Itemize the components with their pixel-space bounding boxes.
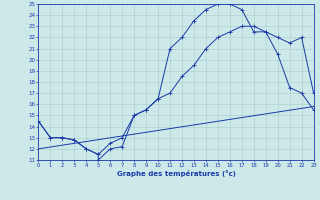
X-axis label: Graphe des températures (°c): Graphe des températures (°c) bbox=[116, 170, 236, 177]
